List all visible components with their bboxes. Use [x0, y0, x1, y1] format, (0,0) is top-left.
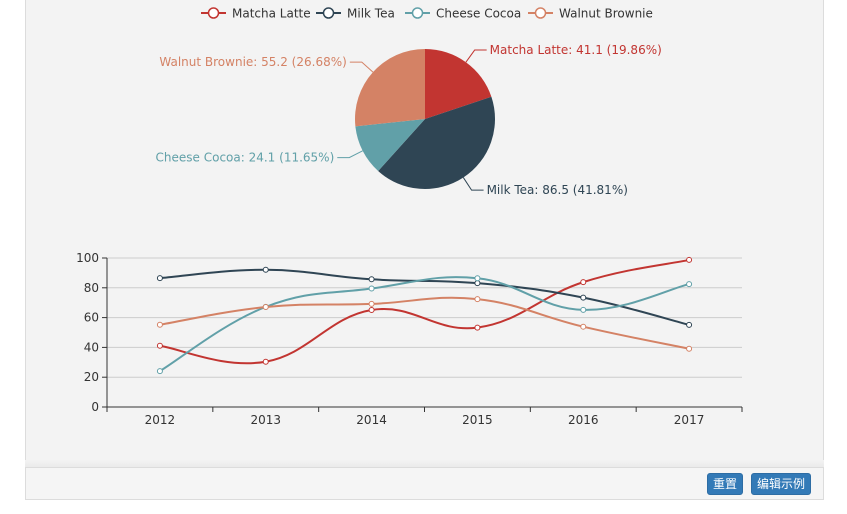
legend-label: Milk Tea: [347, 7, 395, 21]
data-point: [580, 306, 587, 313]
data-point: [156, 368, 163, 375]
legend-item-walnut-brownie[interactable]: Walnut Brownie: [528, 7, 653, 21]
reset-button[interactable]: 重置: [707, 473, 744, 495]
y-tick-label: 100: [76, 251, 99, 265]
pie-slice-matcha-latte: [425, 49, 492, 119]
data-point: [474, 280, 481, 287]
pie-slice-milk-tea: [378, 96, 496, 190]
x-tick-label: 2014: [356, 413, 387, 427]
data-point: [686, 256, 693, 263]
legend: Matcha Latte Milk Tea Cheese Cocoa Walnut B…: [201, 7, 653, 21]
legend-marker: [411, 7, 424, 19]
series-line: [159, 258, 690, 365]
pie-label: Walnut Brownie: 55.2 (26.68%): [159, 55, 346, 69]
x-tick-label: 2013: [250, 413, 281, 427]
x-tick-label: 2017: [674, 413, 705, 427]
panel-shadow: [25, 460, 824, 468]
y-tick-label: 40: [84, 340, 99, 354]
y-tick-label: 60: [84, 311, 99, 325]
y-tick-label: 0: [91, 400, 99, 414]
pie-chart: Matcha Latte: 41.1 (19.86%) Milk Tea: 86.…: [156, 43, 662, 197]
data-point: [474, 324, 481, 331]
y-tick-label: 80: [84, 281, 99, 295]
data-point: [156, 342, 163, 349]
pie-label-line: [465, 49, 487, 63]
series-matcha-latte: [156, 256, 693, 365]
pie-label-line: [349, 61, 374, 73]
legend-item-matcha-latte[interactable]: Matcha Latte: [201, 7, 311, 21]
legend-marker: [534, 7, 547, 19]
series-cheese-cocoa: [156, 275, 693, 375]
pie-label: Cheese Cocoa: 24.1 (11.65%): [156, 151, 335, 165]
series-walnut-brownie: [156, 296, 693, 352]
x-tick-label: 2012: [145, 413, 176, 427]
pie-label-line: [337, 150, 363, 159]
legend-marker: [207, 7, 220, 19]
legend-marker: [322, 7, 335, 19]
edit-example-button[interactable]: 编辑示例: [751, 473, 812, 495]
data-point: [474, 296, 481, 303]
series-line: [159, 296, 690, 350]
y-tick-label: 20: [84, 370, 99, 384]
data-point: [368, 307, 375, 314]
data-point: [156, 321, 163, 328]
legend-item-cheese-cocoa[interactable]: Cheese Cocoa: [405, 7, 521, 21]
pie-slice-cheese-cocoa: [355, 119, 425, 172]
series-milk-tea: [156, 266, 693, 328]
series-line: [159, 276, 690, 372]
pie-slice-walnut-brownie: [354, 49, 425, 127]
data-point: [368, 285, 375, 292]
legend-label: Cheese Cocoa: [436, 7, 521, 21]
legend-item-milk-tea[interactable]: Milk Tea: [316, 7, 395, 21]
pie-label: Matcha Latte: 41.1 (19.86%): [490, 43, 662, 57]
legend-label: Matcha Latte: [232, 7, 311, 21]
data-point: [368, 300, 375, 307]
data-point: [262, 358, 269, 365]
data-point: [686, 281, 693, 288]
data-point: [580, 294, 587, 301]
pie-label: Milk Tea: 86.5 (41.81%): [487, 183, 628, 197]
data-point: [686, 321, 693, 328]
data-point: [474, 275, 481, 282]
x-tick-label: 2016: [568, 413, 599, 427]
data-point: [580, 279, 587, 286]
pie-label-line: [462, 177, 484, 191]
data-point: [262, 266, 269, 273]
data-point: [368, 276, 375, 283]
series-line: [159, 268, 690, 326]
footer-bar: 重置 编辑示例: [25, 467, 824, 500]
line-chart: 0 20 40 60 80 100 2012 2013 2014 2015 2016 2017: [76, 251, 743, 427]
data-point: [262, 304, 269, 311]
data-point: [156, 275, 163, 282]
data-point: [580, 323, 587, 330]
data-point: [686, 345, 693, 352]
legend-label: Walnut Brownie: [559, 7, 653, 21]
x-tick-label: 2015: [462, 413, 493, 427]
